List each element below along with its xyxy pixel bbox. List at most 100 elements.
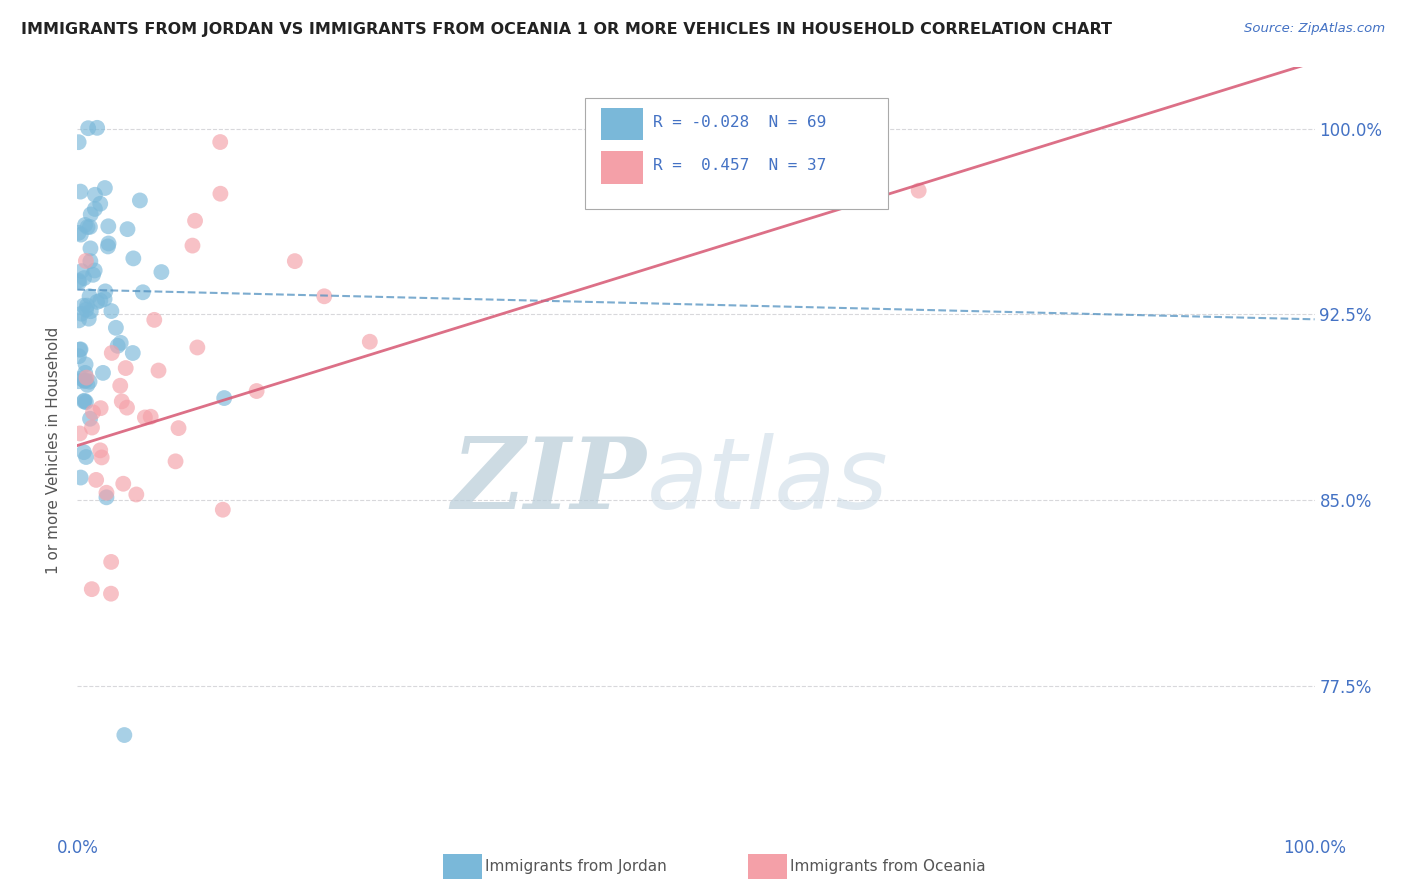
Point — [184, 213, 207, 227]
Text: Immigrants from Oceania: Immigrants from Oceania — [790, 859, 986, 873]
Point — [75, 302, 97, 317]
Text: R =  0.457  N = 37: R = 0.457 N = 37 — [652, 158, 825, 172]
Point — [89, 443, 111, 458]
Point — [125, 487, 148, 501]
Point — [115, 401, 138, 415]
Point — [76, 299, 98, 313]
Point — [121, 346, 143, 360]
Point — [79, 289, 101, 303]
Point — [79, 375, 101, 389]
Point — [907, 184, 929, 198]
Text: ZIP: ZIP — [451, 433, 647, 529]
Point — [132, 285, 155, 300]
Point — [89, 196, 111, 211]
Point — [80, 582, 103, 596]
Point — [69, 343, 91, 357]
Point — [84, 473, 107, 487]
Point — [70, 264, 93, 278]
Point — [73, 393, 96, 408]
Point — [75, 395, 97, 409]
Point — [73, 445, 96, 459]
Point — [70, 307, 93, 321]
Point — [129, 194, 152, 208]
Point — [67, 226, 90, 240]
Point — [83, 202, 105, 216]
Point — [69, 185, 91, 199]
Point — [97, 239, 120, 253]
Point — [76, 370, 98, 384]
Point — [80, 420, 103, 434]
Point — [117, 222, 139, 236]
Point — [73, 218, 96, 232]
Point — [73, 271, 96, 285]
Point — [76, 377, 98, 392]
Point — [112, 728, 135, 742]
Point — [359, 334, 381, 349]
Point — [246, 384, 269, 398]
Point — [90, 401, 112, 416]
Point — [79, 254, 101, 268]
Point — [82, 268, 104, 282]
Point — [77, 311, 100, 326]
Point — [69, 426, 91, 441]
Y-axis label: 1 or more Vehicles in Household: 1 or more Vehicles in Household — [46, 326, 62, 574]
Point — [70, 371, 93, 385]
Point — [75, 450, 97, 464]
Point — [75, 254, 97, 268]
Point — [86, 120, 108, 135]
Point — [104, 321, 127, 335]
Point — [97, 236, 120, 251]
Point — [84, 187, 107, 202]
Text: R = -0.028  N = 69: R = -0.028 N = 69 — [652, 115, 825, 130]
Point — [111, 394, 134, 409]
Point — [79, 411, 101, 425]
Point — [314, 289, 336, 303]
Point — [100, 587, 122, 601]
Point — [80, 304, 103, 318]
Point — [100, 555, 122, 569]
Point — [100, 304, 122, 318]
Point — [209, 186, 232, 201]
Text: Source: ZipAtlas.com: Source: ZipAtlas.com — [1244, 22, 1385, 36]
Point — [82, 405, 104, 419]
Point — [72, 299, 94, 313]
Point — [96, 491, 118, 505]
Point — [186, 341, 208, 355]
Point — [97, 219, 120, 234]
Point — [110, 335, 132, 350]
Point — [83, 263, 105, 277]
Point — [90, 450, 112, 465]
Point — [91, 366, 114, 380]
Point — [69, 470, 91, 484]
Point — [284, 254, 307, 268]
Point — [107, 339, 129, 353]
Point — [69, 227, 91, 242]
Point — [209, 135, 232, 149]
Text: atlas: atlas — [647, 433, 889, 530]
Point — [67, 374, 90, 388]
Point — [93, 292, 115, 306]
FancyBboxPatch shape — [585, 97, 887, 209]
Point — [122, 252, 145, 266]
Text: Immigrants from Jordan: Immigrants from Jordan — [485, 859, 666, 873]
Point — [148, 363, 170, 377]
Point — [73, 394, 96, 409]
Point — [75, 366, 97, 380]
Point — [75, 358, 97, 372]
Point — [110, 378, 132, 392]
Point — [114, 361, 136, 376]
Point — [80, 207, 103, 221]
Point — [69, 343, 91, 357]
FancyBboxPatch shape — [600, 152, 643, 184]
Point — [211, 502, 233, 516]
Point — [67, 275, 90, 289]
Point — [67, 274, 90, 288]
Point — [181, 238, 204, 252]
Point — [73, 374, 96, 388]
Point — [94, 181, 117, 195]
FancyBboxPatch shape — [600, 108, 643, 140]
Point — [76, 220, 98, 235]
Point — [150, 265, 173, 279]
Text: IMMIGRANTS FROM JORDAN VS IMMIGRANTS FROM OCEANIA 1 OR MORE VEHICLES IN HOUSEHOL: IMMIGRANTS FROM JORDAN VS IMMIGRANTS FRO… — [21, 22, 1112, 37]
Point — [67, 135, 90, 149]
